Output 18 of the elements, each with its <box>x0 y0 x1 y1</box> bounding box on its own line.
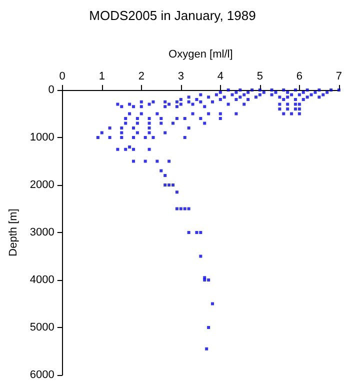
y-tick-label: 2000 <box>30 179 54 191</box>
x-tick-label: 3 <box>178 70 184 82</box>
y-tick-label: 3000 <box>30 226 54 238</box>
y-tick-label: 4000 <box>30 274 54 286</box>
x-tick-label: 5 <box>256 70 263 82</box>
x-tick-label: 2 <box>138 70 144 82</box>
x-tick-label: 6 <box>296 70 302 82</box>
x-tick-label: 0 <box>59 70 66 82</box>
y-tick-label: 0 <box>48 84 54 96</box>
x-axis-title: Oxygen [ml/l] <box>168 48 233 60</box>
y-tick-label: 1000 <box>30 132 54 144</box>
x-tick-label: 1 <box>98 70 105 82</box>
y-tick-label: 6000 <box>30 369 54 381</box>
chart-title: MODS2005 in January, 1989 <box>89 8 256 23</box>
x-tick-label: 4 <box>217 70 224 82</box>
x-tick-label: 7 <box>336 70 342 82</box>
y-axis-title: Depth [m] <box>8 208 20 256</box>
y-tick-label: 5000 <box>30 322 54 334</box>
